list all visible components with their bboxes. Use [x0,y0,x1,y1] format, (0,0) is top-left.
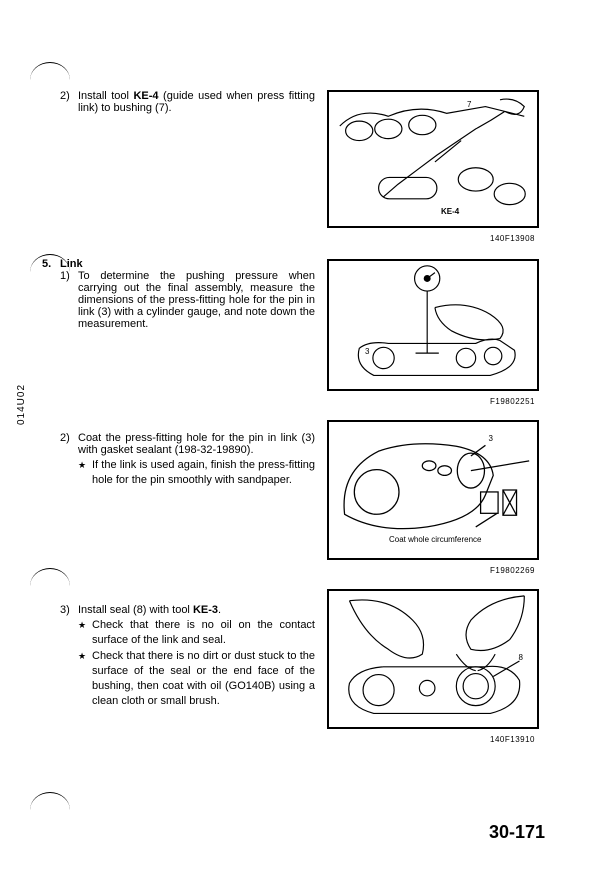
page-content: 2) Install tool KE-4 (guide used when pr… [20,20,569,746]
star-item: If the link is used again, finish the pr… [78,458,315,488]
figure-1: 7 KE-4 [327,90,539,228]
step-5-3: 3) Install seal (8) with tool KE-3. Chec… [60,604,315,709]
figure-column: 7 KE-4 140F13908 [327,90,539,746]
step-text-pre: Install seal (8) with tool [78,604,193,616]
star-list: If the link is used again, finish the pr… [60,458,315,488]
step-bold: KE-3 [193,604,218,616]
callout-ke4: KE-4 [441,207,459,216]
step-text: To determine the pushing pressure when c… [78,270,315,330]
figure-1-label: 140F13908 [327,234,539,245]
callout-3: 3 [489,434,493,443]
figure-2-label: F19802251 [327,397,539,408]
step-bold: KE-4 [133,90,158,102]
figure-2: 3 [327,259,539,391]
section-5: 5. Link 1) To determine the pushing pres… [60,258,315,330]
step-number: 2) [60,432,78,456]
binding-arc [30,792,70,810]
step-number: 3) [60,604,78,616]
callout-7: 7 [467,100,471,109]
figure-3-label: F19802269 [327,566,539,577]
step-number: 1) [60,270,78,330]
step-number: 2) [60,90,78,114]
page-number: 30-171 [489,822,545,843]
figure-2-svg [329,261,537,389]
step-text: Install seal (8) with tool KE-3. [78,604,315,616]
step-text: Coat the press-fitting hole for the pin … [78,432,315,456]
step-text: Install tool KE-4 (guide used when press… [78,90,315,114]
text-column: 2) Install tool KE-4 (guide used when pr… [20,90,315,746]
figure-3-caption: Coat whole circumference [389,535,481,544]
step-text-pre: Install tool [78,90,133,102]
callout-8: 8 [519,653,523,662]
side-code: 014U02 [16,384,27,425]
star-item: Check that there is no oil on the con­ta… [78,618,315,648]
step-5-2: 2) Coat the press-fitting hole for the p… [60,432,315,488]
figure-4-svg [329,591,537,727]
step-2: 2) Install tool KE-4 (guide used when pr… [60,90,315,114]
star-item: Check that there is no dirt or dust stuc… [78,649,315,708]
step-text-post: . [218,604,221,616]
figure-1-svg [329,92,537,226]
figure-4-label: 140F13910 [327,735,539,746]
figure-3: 3 Coat whole circumference [327,420,539,560]
figure-4: 8 [327,589,539,729]
callout-3: 3 [365,347,369,356]
star-list: Check that there is no oil on the con­ta… [60,618,315,709]
